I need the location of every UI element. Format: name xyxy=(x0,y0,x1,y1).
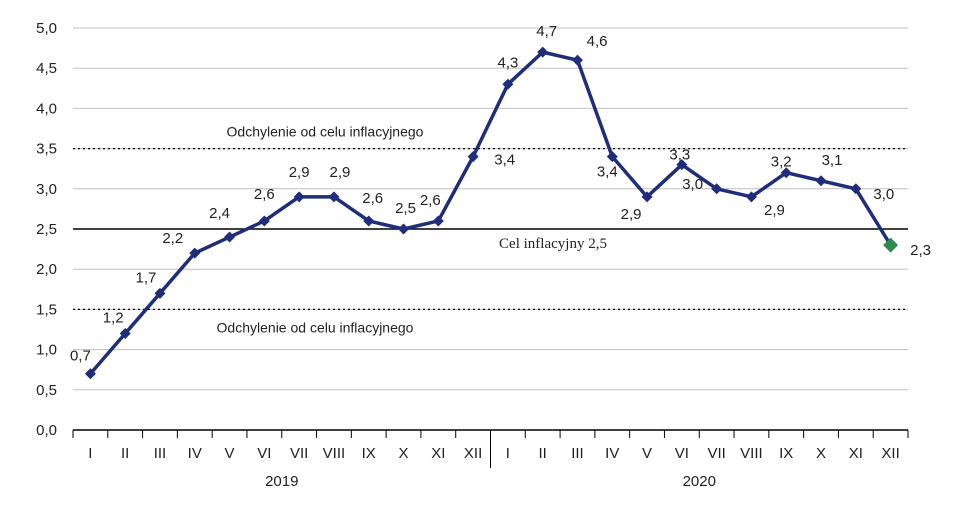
point-marker-10 xyxy=(432,215,444,227)
y-tick-label-0: 0,0 xyxy=(36,422,57,439)
x-tick-label-6: VII xyxy=(290,445,308,462)
point-marker-23 xyxy=(883,237,899,253)
point-marker-6 xyxy=(293,191,305,203)
x-tick-label-21: X xyxy=(816,445,826,462)
data-label-6: 2,9 xyxy=(289,164,310,181)
data-label-5: 2,6 xyxy=(254,186,275,203)
y-tick-label-1: 0,5 xyxy=(36,382,57,399)
data-label-19: 2,9 xyxy=(764,202,785,219)
reference-label-1: Cel inflacyjny 2,5 xyxy=(499,236,607,252)
point-marker-14 xyxy=(571,54,583,66)
x-tick-label-1: II xyxy=(121,445,129,462)
x-tick-label-18: VII xyxy=(707,445,725,462)
point-marker-8 xyxy=(363,215,375,227)
y-tick-label-4: 2,0 xyxy=(36,261,57,278)
point-marker-11 xyxy=(467,151,479,163)
x-tick-label-12: I xyxy=(506,445,510,462)
reference-label-0: Odchylenie od celu inflacyjnego xyxy=(227,124,424,140)
y-tick-label-10: 5,0 xyxy=(36,20,57,37)
x-tick-label-0: I xyxy=(88,445,92,462)
x-tick-label-5: VI xyxy=(257,445,271,462)
data-label-1: 1,2 xyxy=(103,310,124,327)
y-tick-label-2: 1,0 xyxy=(36,342,57,359)
point-marker-17 xyxy=(676,159,688,171)
data-label-7: 2,9 xyxy=(330,164,351,181)
point-marker-19 xyxy=(745,191,757,203)
x-tick-label-23: XII xyxy=(881,445,899,462)
x-tick-label-4: V xyxy=(225,445,235,462)
data-label-3: 2,2 xyxy=(162,230,183,247)
data-label-0: 0,7 xyxy=(70,348,91,365)
year-label-2019: 2019 xyxy=(265,473,298,490)
point-marker-0 xyxy=(84,368,96,380)
point-marker-5 xyxy=(258,215,270,227)
x-tick-label-8: IX xyxy=(362,445,376,462)
x-axis: I II III IV V VI VII VIII IX X XI XII I II III IV V VI VII… xyxy=(72,429,909,490)
x-tick-label-16: V xyxy=(642,445,652,462)
data-label-9: 2,5 xyxy=(395,200,416,217)
x-tick-label-19: VIII xyxy=(740,445,763,462)
x-tick-label-22: XI xyxy=(849,445,863,462)
data-label-21: 3,1 xyxy=(822,152,843,169)
point-marker-9 xyxy=(398,223,410,235)
data-label-20: 3,2 xyxy=(771,154,792,171)
x-tick-label-7: VIII xyxy=(323,445,346,462)
data-label-12: 4,3 xyxy=(497,54,518,71)
data-label-13: 4,7 xyxy=(536,23,557,40)
data-labels: 0,71,21,72,22,42,62,9 2,92,62,5 2,63,44,34… xyxy=(70,23,931,365)
point-marker-7 xyxy=(328,191,340,203)
x-tick-label-10: XI xyxy=(431,445,445,462)
x-tick-label-3: IV xyxy=(188,445,202,462)
data-label-8: 2,6 xyxy=(362,190,383,207)
point-marker-21 xyxy=(815,175,827,187)
series-line xyxy=(89,50,893,375)
reference-label-2: Odchylenie od celu inflacyjnego xyxy=(217,319,414,335)
point-marker-18 xyxy=(711,183,723,195)
x-tick-label-2: III xyxy=(154,445,167,462)
data-label-2: 1,7 xyxy=(136,269,157,286)
point-marker-22 xyxy=(850,183,862,195)
x-tick-label-11: XII xyxy=(464,445,482,462)
y-tick-label-5: 2,5 xyxy=(36,221,57,238)
point-marker-13 xyxy=(537,46,549,58)
data-label-17: 3,3 xyxy=(669,147,690,164)
data-label-14: 4,6 xyxy=(587,33,608,50)
series-cpi xyxy=(84,46,899,380)
data-label-11: 3,4 xyxy=(494,152,515,169)
point-marker-20 xyxy=(780,167,792,179)
point-marker-12 xyxy=(502,78,514,90)
reference-lines: Odchylenie od celu inflacyjnego Cel infla… xyxy=(73,124,908,335)
data-label-10: 2,6 xyxy=(420,192,441,209)
y-tick-label-3: 1,5 xyxy=(36,301,57,318)
x-tick-label-14: III xyxy=(571,445,584,462)
data-label-23: 2,3 xyxy=(910,242,931,259)
point-marker-4 xyxy=(224,231,236,243)
point-marker-1 xyxy=(119,328,131,340)
point-marker-16 xyxy=(641,191,653,203)
x-tick-label-13: II xyxy=(539,445,547,462)
y-tick-label-6: 3,0 xyxy=(36,181,57,198)
y-tick-label-8: 4,0 xyxy=(36,100,57,117)
point-marker-3 xyxy=(189,247,201,259)
data-label-22: 3,0 xyxy=(873,186,894,203)
x-tick-label-15: IV xyxy=(605,445,619,462)
data-label-16: 2,9 xyxy=(621,206,642,223)
y-tick-label-7: 3,5 xyxy=(36,141,57,158)
point-marker-15 xyxy=(606,151,618,163)
y-axis: 0,0 0,5 1,0 1,5 2,0 2,5 3,0 3,5 4,0 4,5 5,0 xyxy=(36,20,57,439)
data-label-18: 3,0 xyxy=(682,176,703,193)
year-label-2020: 2020 xyxy=(683,473,716,490)
x-tick-label-17: VI xyxy=(675,445,689,462)
data-label-4: 2,4 xyxy=(209,205,230,222)
point-marker-2 xyxy=(154,287,166,299)
x-tick-label-20: IX xyxy=(779,445,793,462)
data-label-15: 3,4 xyxy=(597,164,618,181)
x-tick-label-9: X xyxy=(399,445,409,462)
y-tick-label-9: 4,5 xyxy=(36,60,57,77)
